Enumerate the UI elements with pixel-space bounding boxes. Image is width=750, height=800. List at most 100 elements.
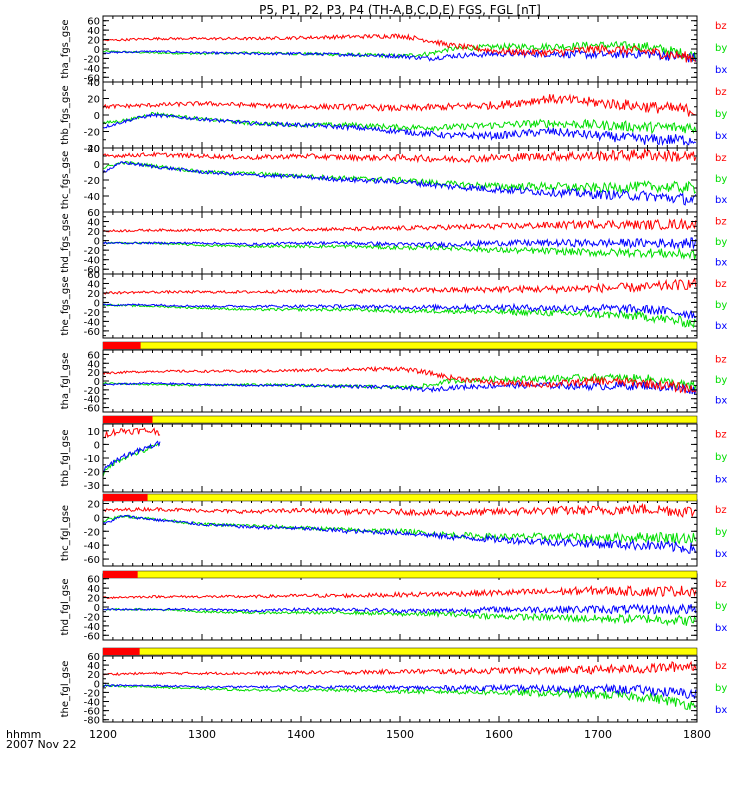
panel-ylabel: thc_fgs_gse xyxy=(60,151,71,210)
y-tick-label: -60 xyxy=(84,73,100,84)
x-tick-label: 1600 xyxy=(485,728,513,741)
y-tick-label: 60 xyxy=(87,575,100,586)
series-by xyxy=(103,684,696,710)
y-tick-label: 0 xyxy=(94,45,100,56)
legend-bz: bz xyxy=(715,579,727,590)
series-bx xyxy=(103,112,697,147)
y-tick-label: -80 xyxy=(84,716,100,727)
legend-bx: bx xyxy=(715,705,727,716)
panel-ylabel: tha_fgs_gse xyxy=(60,19,71,78)
x-tick-label: 1400 xyxy=(287,728,315,741)
y-tick-label: 20 xyxy=(87,670,100,681)
legend-bz: bz xyxy=(715,430,727,441)
series-bz xyxy=(103,276,697,295)
status-bar-fill xyxy=(102,570,698,579)
y-tick-label: 40 xyxy=(87,661,100,672)
y-tick-label: 20 xyxy=(87,289,100,300)
y-tick-label: 0 xyxy=(94,679,100,690)
panel-ylabel: the_fgl_gse xyxy=(60,661,71,718)
x-tick-label: 1300 xyxy=(188,728,216,741)
y-tick-label: 60 xyxy=(87,208,100,219)
series-bz xyxy=(103,427,161,439)
series-bx xyxy=(103,683,697,700)
y-tick-label: -10 xyxy=(84,454,100,465)
series-bz xyxy=(103,217,697,233)
y-tick-label: -20 xyxy=(84,688,100,699)
panel-ylabel: thd_fgl_gse xyxy=(60,579,71,636)
status-bar-mark xyxy=(103,416,153,423)
legend-bz: bz xyxy=(715,505,727,516)
legend-bx: bx xyxy=(715,549,727,560)
legend-by: by xyxy=(715,109,727,120)
y-tick-label: -20 xyxy=(84,527,100,538)
x-axis: 1200 1300 1400 1500 1600 1700 1800 xyxy=(89,728,711,741)
legend-bz: bz xyxy=(715,661,727,672)
status-bar-fill xyxy=(102,647,698,656)
legend-bz: bz xyxy=(715,355,727,366)
legend-by: by xyxy=(715,300,727,311)
y-tick-label: -40 xyxy=(84,541,100,552)
legend-bx: bx xyxy=(715,474,727,485)
y-tick-label: -60 xyxy=(84,555,100,566)
y-tick-label: -20 xyxy=(84,468,100,479)
series-bx xyxy=(103,48,697,63)
legend-bx: bx xyxy=(715,65,727,76)
y-tick-label: -60 xyxy=(84,707,100,718)
y-tick-label: -40 xyxy=(84,256,100,267)
panel-ylabel: thc_fgl_gse xyxy=(60,505,71,561)
series-bz xyxy=(103,33,697,63)
legend-bx: bx xyxy=(715,195,727,206)
y-tick-label: -40 xyxy=(84,192,100,203)
y-tick-label: 40 xyxy=(87,218,100,229)
x-tick-label: 1700 xyxy=(584,728,612,741)
series-bx xyxy=(103,302,696,320)
legend-bx: bx xyxy=(715,258,727,269)
status-bar xyxy=(102,570,698,579)
y-tick-label: 60 xyxy=(87,350,100,361)
panel-ylabel: thb_fgs_gse xyxy=(60,85,71,144)
series-bx xyxy=(103,514,697,554)
y-tick-label: 40 xyxy=(87,26,100,37)
legend-bx: bx xyxy=(715,396,727,407)
time-label: hhmm xyxy=(6,728,41,741)
status-bar-mark xyxy=(103,648,140,655)
x-tick-label: 1200 xyxy=(89,728,117,741)
y-tick-label: -20 xyxy=(84,54,100,65)
status-bar xyxy=(102,647,698,656)
y-tick-label: 40 xyxy=(87,78,100,89)
legend-by: by xyxy=(715,375,727,386)
y-tick-label: -20 xyxy=(84,386,100,397)
y-tick-label: -60 xyxy=(84,265,100,276)
y-tick-label: 20 xyxy=(87,227,100,238)
legend-by: by xyxy=(715,452,727,463)
series-by xyxy=(103,111,697,135)
legend-by: by xyxy=(715,237,727,248)
legend-bz: bz xyxy=(715,217,727,228)
panel-ylabel: thb_fgl_gse xyxy=(60,430,71,487)
panel-ylabel: thd_fgs_gse xyxy=(60,213,71,272)
status-bar-fill xyxy=(102,493,698,502)
y-tick-label: 20 xyxy=(87,36,100,47)
legend-bx: bx xyxy=(715,321,727,332)
y-tick-label: -20 xyxy=(84,176,100,187)
panel-frame xyxy=(102,81,698,149)
y-tick-label: 0 xyxy=(94,298,100,309)
panel-ylabel: the_fgs_gse xyxy=(60,276,71,335)
legend-by: by xyxy=(715,43,727,54)
status-bar xyxy=(102,341,698,350)
y-tick-label: -40 xyxy=(84,698,100,709)
y-tick-label: -20 xyxy=(84,612,100,623)
y-tick-label: -20 xyxy=(84,246,100,257)
y-tick-label: 60 xyxy=(87,270,100,281)
series-by xyxy=(103,241,697,260)
chart-title: P5, P1, P2, P3, P4 (TH-A,B,C,D,E) FGS, F… xyxy=(259,3,541,17)
y-tick-label: -40 xyxy=(84,64,100,75)
y-tick-label: 40 xyxy=(87,279,100,290)
panel-thc_fgl_gse: 20 0 -20 -40 -60 thc_fgl_gse bz by bx xyxy=(60,499,727,567)
y-tick-label: 40 xyxy=(87,584,100,595)
y-tick-label: 0 xyxy=(94,237,100,248)
